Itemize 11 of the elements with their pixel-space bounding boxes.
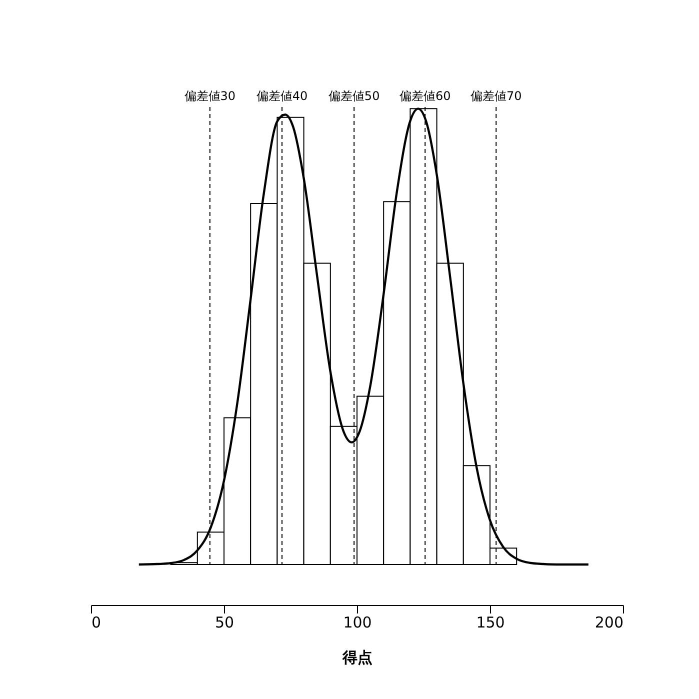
x-tick-label: 50 — [214, 614, 234, 632]
x-tick-label: 150 — [476, 614, 505, 632]
ref-line-label: 偏差値60 — [399, 89, 451, 103]
ref-line-label: 偏差値50 — [328, 89, 380, 103]
ref-line-label: 偏差値70 — [470, 89, 522, 103]
x-tick-label: 0 — [92, 614, 102, 632]
x-tick-label: 100 — [343, 614, 372, 632]
x-axis-title: 得点 — [342, 648, 372, 666]
x-tick-label: 200 — [594, 614, 624, 632]
ref-line-label: 偏差値40 — [256, 89, 308, 103]
ref-line-label: 偏差値30 — [184, 89, 236, 103]
